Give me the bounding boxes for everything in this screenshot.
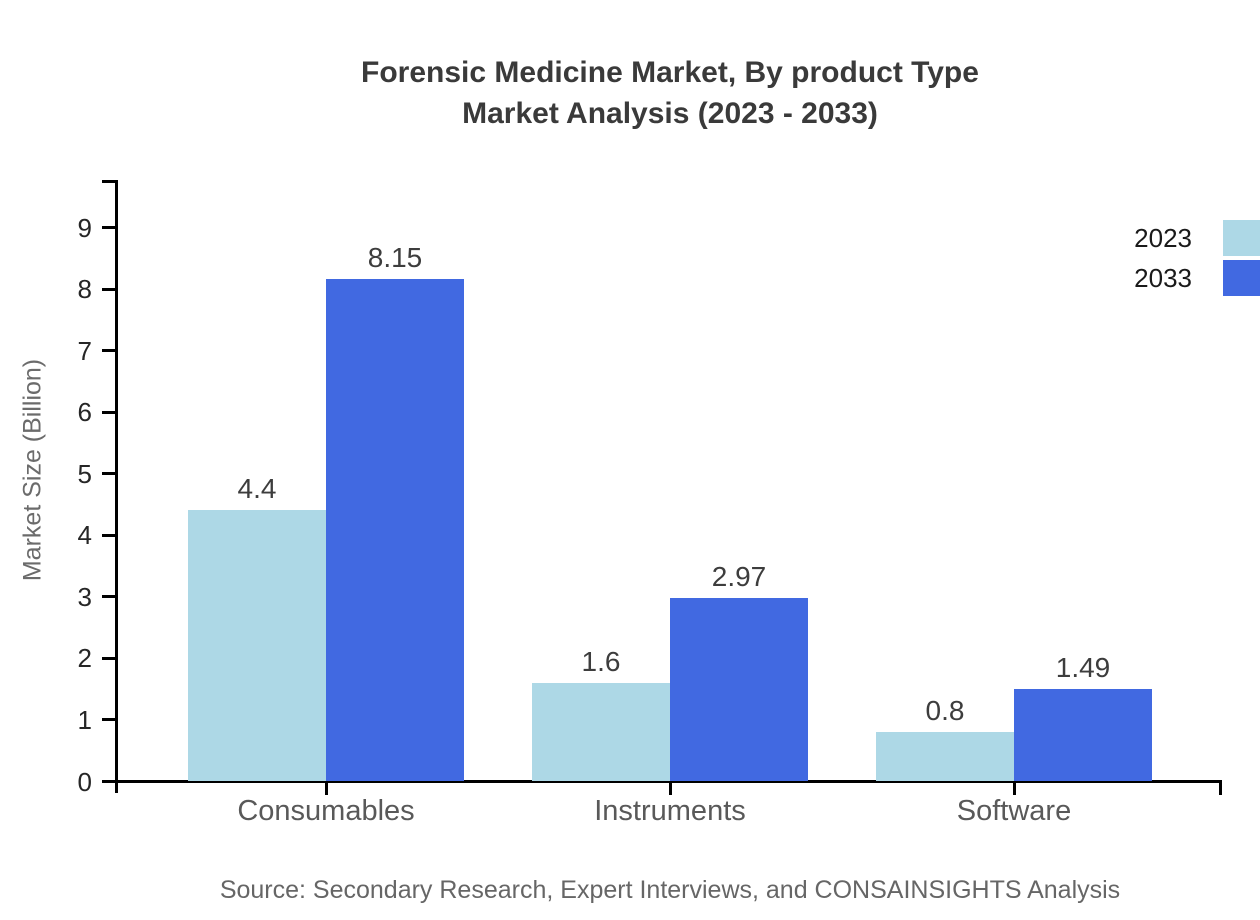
y-axis-tick-label: 8 bbox=[77, 274, 92, 305]
y-axis-tick bbox=[102, 533, 115, 537]
source-note: Source: Secondary Research, Expert Inter… bbox=[219, 876, 1121, 904]
x-axis-tick bbox=[1012, 780, 1016, 795]
y-axis-tick bbox=[102, 287, 115, 291]
legend-item-2033: 2033 bbox=[1000, 260, 1260, 296]
bar-value-label: 2.97 bbox=[711, 561, 767, 593]
bar-value-label: 0.8 bbox=[925, 694, 965, 726]
y-axis-tick bbox=[102, 595, 115, 599]
y-axis-tick bbox=[102, 656, 115, 660]
x-axis-tick bbox=[668, 780, 672, 795]
x-axis-end-cap bbox=[1219, 780, 1222, 795]
bar-value-label: 1.6 bbox=[581, 645, 621, 677]
chart-title-line2: Market Analysis (2023 - 2033) bbox=[462, 97, 878, 130]
y-axis-tick-label: 6 bbox=[77, 397, 92, 428]
y-axis-tick-label: 1 bbox=[77, 704, 92, 735]
legend-item-2023: 2023 bbox=[1000, 220, 1260, 256]
y-axis-tick bbox=[102, 226, 115, 229]
bar-2033-instruments bbox=[670, 598, 808, 781]
bar-2033-software bbox=[1014, 689, 1152, 781]
legend-label: 2023 bbox=[1134, 223, 1192, 253]
y-axis-tick bbox=[102, 780, 115, 783]
legend-swatch-2023 bbox=[1223, 220, 1260, 256]
plot-area: 0 1 2 3 4 5 6 7 8 9 Consumables 4.4 8.15 Instruments 1… bbox=[78, 180, 1222, 827]
y-axis-end-cap bbox=[102, 180, 115, 183]
bar-2023-instruments bbox=[532, 682, 670, 781]
x-axis-tick-label: Consumables bbox=[237, 795, 415, 827]
y-axis-tick-label: 3 bbox=[77, 581, 92, 612]
y-axis-tick-label: 5 bbox=[77, 458, 92, 489]
y-axis-tick bbox=[102, 349, 115, 353]
bar-2023-software bbox=[876, 731, 1014, 781]
chart-title: Forensic Medicine Market, By product Typ… bbox=[90, 52, 1250, 134]
legend-label: 2033 bbox=[1134, 263, 1192, 293]
y-axis-tick bbox=[102, 472, 115, 476]
y-axis-tick-label: 2 bbox=[77, 643, 92, 674]
legend: 2023 2033 bbox=[1000, 220, 1260, 300]
x-axis-tick bbox=[324, 780, 328, 795]
bar-value-label: 8.15 bbox=[367, 242, 423, 274]
bar-2033-consumables bbox=[326, 279, 464, 781]
bar-value-label: 4.4 bbox=[237, 473, 277, 505]
y-axis-tick-label: 9 bbox=[77, 212, 92, 243]
bar-value-label: 1.49 bbox=[1055, 652, 1111, 684]
y-axis-tick bbox=[102, 718, 115, 722]
y-axis-line bbox=[115, 180, 118, 793]
x-axis-tick-label: Software bbox=[956, 795, 1072, 827]
chart-title-line1: Forensic Medicine Market, By product Typ… bbox=[361, 56, 979, 89]
y-axis-tick-label: 4 bbox=[77, 520, 92, 551]
y-axis-tick bbox=[102, 410, 115, 414]
y-axis-tick-label: 7 bbox=[77, 335, 92, 366]
legend-swatch-2033 bbox=[1223, 260, 1260, 296]
x-axis-tick-label: Instruments bbox=[594, 795, 746, 827]
y-axis-tick-label: 0 bbox=[77, 766, 92, 797]
bar-2023-consumables bbox=[188, 510, 326, 781]
